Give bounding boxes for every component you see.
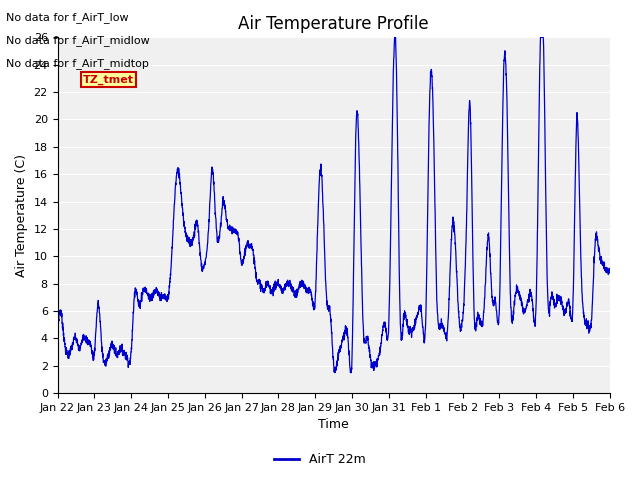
Text: No data for f_AirT_midlow: No data for f_AirT_midlow [6,35,150,46]
Y-axis label: Air Temperature (C): Air Temperature (C) [15,154,28,277]
Text: TZ_tmet: TZ_tmet [83,74,134,84]
Title: Air Temperature Profile: Air Temperature Profile [239,15,429,33]
Text: No data for f_AirT_low: No data for f_AirT_low [6,12,129,23]
Text: No data for f_AirT_midtop: No data for f_AirT_midtop [6,58,149,69]
X-axis label: Time: Time [318,419,349,432]
Legend: AirT 22m: AirT 22m [269,448,371,471]
